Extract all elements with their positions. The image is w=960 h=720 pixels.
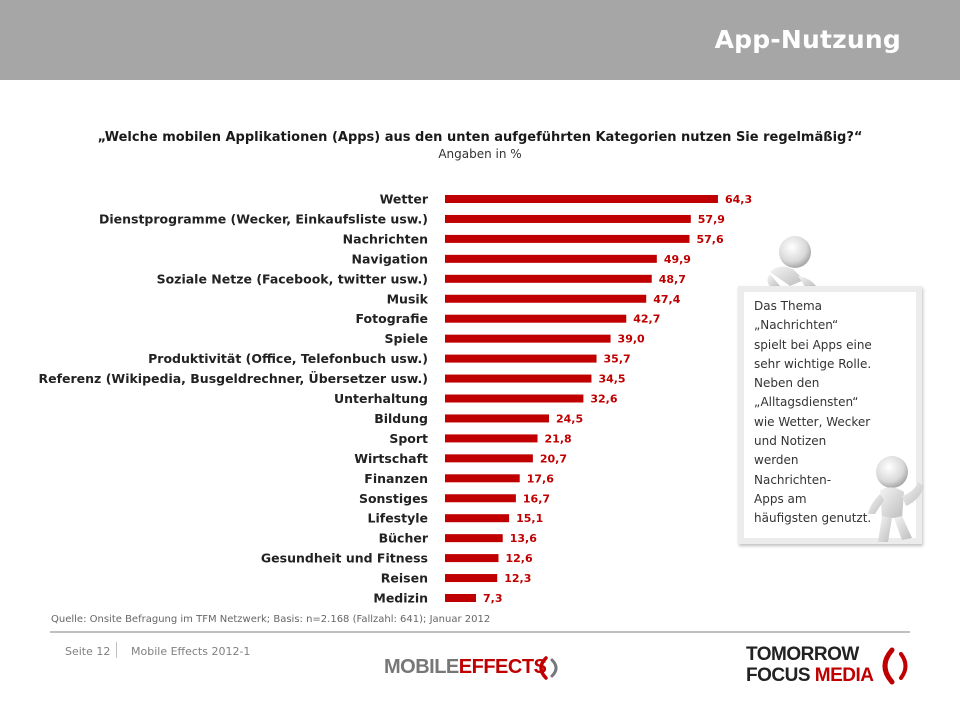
bar xyxy=(445,394,584,403)
category-label: Bücher xyxy=(379,531,429,546)
category-label: Referenz (Wikipedia, Busgeldrechner, Übe… xyxy=(39,371,429,386)
value-label: 13,6 xyxy=(510,532,537,545)
value-label: 57,6 xyxy=(697,233,724,246)
bar xyxy=(445,414,550,423)
category-label: Wirtschaft xyxy=(354,451,428,466)
category-label: Produktivität (Office, Telefonbuch usw.) xyxy=(148,351,428,366)
category-label: Finanzen xyxy=(364,471,428,486)
note-line: „Alltagsdiensten“ xyxy=(754,395,859,410)
value-label: 42,7 xyxy=(633,313,660,326)
bar xyxy=(445,434,538,443)
value-label: 7,3 xyxy=(483,592,503,605)
logo-effects-text: EFFECTS xyxy=(458,656,547,678)
figure-top-illustration xyxy=(767,236,816,288)
logo-focus-text: FOCUS xyxy=(746,665,811,686)
footer-separator xyxy=(116,642,117,658)
category-label: Bildung xyxy=(374,411,428,426)
value-label: 64,3 xyxy=(725,193,752,206)
note-line: Neben den xyxy=(754,376,820,391)
value-label: 49,9 xyxy=(664,253,691,266)
chart-question: „Welche mobilen Applikationen (Apps) aus… xyxy=(97,130,863,145)
document-name: Mobile Effects 2012-1 xyxy=(131,645,251,658)
category-label: Reisen xyxy=(381,571,428,586)
footer-divider xyxy=(50,631,910,633)
value-label: 12,6 xyxy=(505,552,532,565)
category-label: Spiele xyxy=(385,331,428,346)
bar xyxy=(445,354,597,363)
value-label: 24,5 xyxy=(556,412,583,425)
bar xyxy=(445,334,611,343)
bar xyxy=(445,294,647,303)
category-label: Musik xyxy=(387,291,429,306)
page-title: App-Nutzung xyxy=(714,25,901,54)
value-label: 12,3 xyxy=(504,572,531,585)
logo-tomorrow-text: TOMORROW xyxy=(746,644,859,665)
value-label: 48,7 xyxy=(659,273,686,286)
figure-side-illustration xyxy=(868,456,924,542)
page-number: Seite 12 xyxy=(65,645,111,658)
logo-bracket-icon xyxy=(539,656,558,680)
value-label: 47,4 xyxy=(653,293,680,306)
value-label: 57,9 xyxy=(698,213,725,226)
bar xyxy=(445,594,476,602)
bar xyxy=(445,314,627,323)
source-note: Quelle: Onsite Befragung im TFM Netzwerk… xyxy=(51,614,491,625)
category-label: Sonstiges xyxy=(359,491,428,506)
note-line: werden xyxy=(754,453,799,468)
category-label: Medizin xyxy=(373,591,428,606)
bar xyxy=(445,474,520,483)
value-label: 17,6 xyxy=(527,472,554,485)
category-label: Sport xyxy=(389,431,428,446)
note-board xyxy=(738,286,922,544)
note-line: spielt bei Apps eine xyxy=(754,337,872,352)
value-label: 15,1 xyxy=(516,512,543,525)
bar xyxy=(445,534,503,543)
note-line: und Notizen xyxy=(754,434,827,449)
bar xyxy=(445,254,657,263)
value-label: 20,7 xyxy=(540,452,567,465)
category-label: Nachrichten xyxy=(343,231,428,246)
bar xyxy=(445,195,718,203)
category-label: Wetter xyxy=(380,192,429,207)
note-line: Nachrichten- xyxy=(754,472,832,487)
header-bar: App-Nutzung xyxy=(0,0,960,80)
bar xyxy=(445,574,498,583)
note-line: „Nachrichten“ xyxy=(754,318,839,333)
bar xyxy=(445,234,690,243)
bar xyxy=(445,374,592,383)
value-label: 21,8 xyxy=(545,432,572,445)
category-label: Gesundheit und Fitness xyxy=(261,551,428,566)
category-label: Navigation xyxy=(352,251,428,266)
bar xyxy=(445,454,533,463)
value-label: 16,7 xyxy=(523,492,550,505)
value-label: 34,5 xyxy=(598,373,625,386)
note-line: sehr wichtige Rolle. xyxy=(754,356,872,371)
chart-subtitle: Angaben in % xyxy=(438,147,522,161)
logo-mobile-text: MOBILE xyxy=(384,656,459,678)
note-board-text: Das Thema „Nachrichten“ spielt bei Apps … xyxy=(754,297,904,529)
bar-chart: Wetter 64,3 Dienstprogramme (Wecker, Einka… xyxy=(39,192,753,606)
logo-media-text: MEDIA xyxy=(814,665,874,686)
bar xyxy=(445,214,691,223)
bar xyxy=(445,514,510,523)
logo-focus-media: FOCUS MEDIA xyxy=(746,665,874,687)
category-label: Soziale Netze (Facebook, twitter usw.) xyxy=(157,271,428,286)
note-line: Apps am xyxy=(754,491,807,506)
bar xyxy=(445,494,516,503)
value-label: 35,7 xyxy=(604,353,631,366)
category-label: Dienstprogramme (Wecker, Einkaufsliste u… xyxy=(99,211,428,226)
bar xyxy=(445,554,499,563)
value-label: 32,6 xyxy=(590,393,617,406)
category-label: Unterhaltung xyxy=(334,391,428,406)
mobile-effects-logo: MOBILEEFFECTS xyxy=(384,656,558,680)
note-line: Das Thema xyxy=(754,299,823,313)
note-line: häufigsten genutzt. xyxy=(754,511,872,526)
category-label: Lifestyle xyxy=(368,511,429,526)
bar xyxy=(445,274,652,283)
tomorrow-focus-media-logo: TOMORROW FOCUS MEDIA xyxy=(746,644,916,688)
value-label: 39,0 xyxy=(618,333,645,346)
category-label: Fotografie xyxy=(356,311,428,326)
note-line: wie Wetter, Wecker xyxy=(754,414,871,429)
logo-bracket-icon xyxy=(882,647,908,685)
